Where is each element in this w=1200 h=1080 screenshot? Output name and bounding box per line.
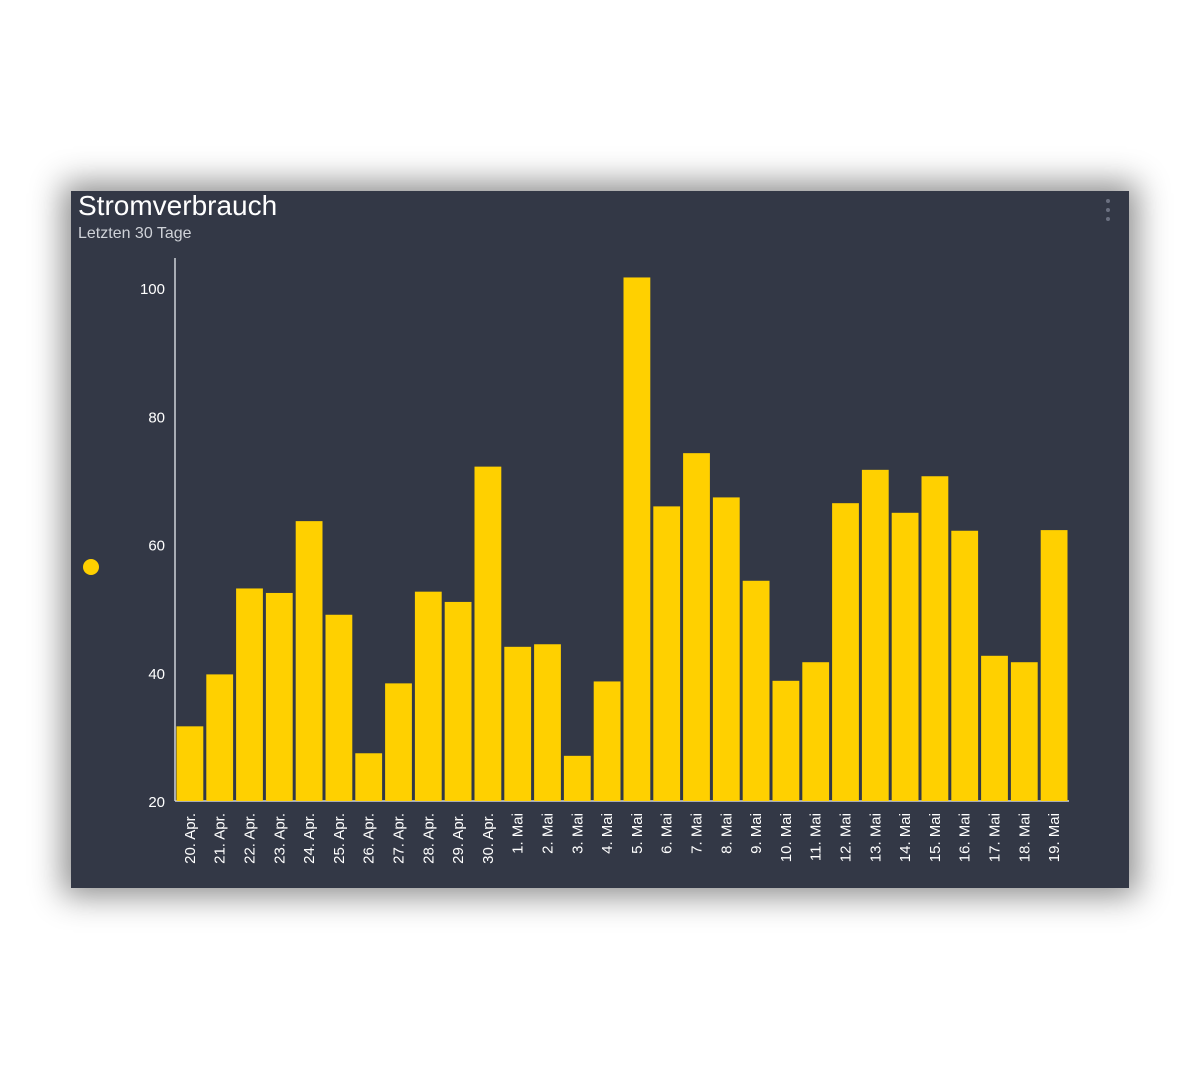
- bar[interactable]: [683, 453, 710, 801]
- bar[interactable]: [1010, 662, 1038, 801]
- bar[interactable]: [951, 530, 979, 801]
- x-tick-label: 19. Mai: [1046, 813, 1063, 862]
- menu-dot: [1106, 217, 1110, 221]
- bar[interactable]: [653, 506, 681, 801]
- x-tick-label: 24. Apr.: [301, 813, 318, 864]
- x-tick-label: 23. Apr.: [271, 813, 288, 864]
- bar[interactable]: [504, 646, 532, 801]
- bar[interactable]: [236, 588, 263, 801]
- bar[interactable]: [593, 681, 621, 801]
- x-tick-label: 30. Apr.: [480, 813, 497, 864]
- chart-card: Stromverbrauch Letzten 30 Tage 20 40 60 80 1…: [71, 191, 1129, 888]
- x-tick-label: 15. Mai: [927, 813, 944, 862]
- bar[interactable]: [832, 503, 859, 801]
- x-tick-label: 20. Apr.: [182, 813, 199, 864]
- x-tick-label: 21. Apr.: [212, 813, 229, 864]
- x-tick-label: 6. Mai: [659, 813, 676, 854]
- bar[interactable]: [534, 644, 561, 801]
- menu-dot: [1106, 199, 1110, 203]
- legend-marker-icon[interactable]: [83, 559, 99, 575]
- x-tick-label: 28. Apr.: [420, 813, 437, 864]
- x-tick-label: 27. Apr.: [391, 813, 408, 864]
- x-tick-label: 8. Mai: [718, 813, 735, 854]
- bar[interactable]: [176, 726, 204, 801]
- x-tick-label: 22. Apr.: [242, 813, 259, 864]
- bar[interactable]: [623, 277, 651, 801]
- x-tick-label: 18. Mai: [1016, 813, 1033, 862]
- y-tick-label: 60: [148, 538, 165, 555]
- x-tick-label: 5. Mai: [629, 813, 646, 854]
- bar[interactable]: [265, 592, 293, 801]
- bar[interactable]: [742, 580, 770, 801]
- bar[interactable]: [981, 655, 1008, 801]
- bar[interactable]: [414, 591, 442, 801]
- bar[interactable]: [325, 614, 353, 801]
- y-tick-label: 40: [148, 666, 165, 683]
- x-tick-label: 7. Mai: [689, 813, 706, 854]
- x-tick-label: 26. Apr.: [361, 813, 378, 864]
- bar[interactable]: [444, 601, 472, 801]
- chart-subtitle: Letzten 30 Tage: [78, 225, 192, 242]
- bar[interactable]: [802, 662, 830, 801]
- x-tick-label: 14. Mai: [897, 813, 914, 862]
- x-tick-label: 12. Mai: [838, 813, 855, 862]
- bar[interactable]: [385, 683, 412, 801]
- bar[interactable]: [295, 521, 323, 801]
- x-tick-label: 16. Mai: [957, 813, 974, 862]
- bar[interactable]: [712, 497, 740, 801]
- bar[interactable]: [355, 753, 383, 801]
- bar[interactable]: [772, 680, 800, 801]
- chart-title: Stromverbrauch: [78, 190, 278, 221]
- x-tick-label: 17. Mai: [987, 813, 1004, 862]
- bar[interactable]: [206, 674, 234, 801]
- x-tick-label: 3. Mai: [569, 813, 586, 854]
- x-tick-label: 10. Mai: [778, 813, 795, 862]
- x-tick-label: 11. Mai: [808, 813, 825, 861]
- bar[interactable]: [563, 755, 591, 801]
- bar[interactable]: [921, 476, 949, 801]
- bar[interactable]: [861, 469, 889, 801]
- x-tick-label: 29. Apr.: [450, 813, 467, 864]
- bar[interactable]: [1040, 530, 1068, 801]
- y-tick-label: 80: [148, 409, 165, 426]
- y-tick-label: 100: [140, 281, 165, 298]
- x-tick-label: 25. Apr.: [331, 813, 348, 864]
- x-tick-label: 13. Mai: [867, 813, 884, 862]
- bar[interactable]: [474, 466, 502, 801]
- bar-chart: 20 40 60 80 100 20. Apr. 21. Apr. 22. Apr. 23. A…: [140, 258, 1069, 864]
- vertical-ellipsis-icon[interactable]: [1101, 199, 1115, 221]
- x-tick-label: 4. Mai: [599, 813, 616, 854]
- bar[interactable]: [891, 512, 919, 801]
- menu-dot: [1106, 208, 1110, 212]
- x-tick-label: 9. Mai: [748, 813, 765, 854]
- x-tick-label: 2. Mai: [540, 813, 557, 854]
- y-tick-label: 20: [148, 794, 165, 811]
- x-tick-label: 1. Mai: [510, 813, 527, 854]
